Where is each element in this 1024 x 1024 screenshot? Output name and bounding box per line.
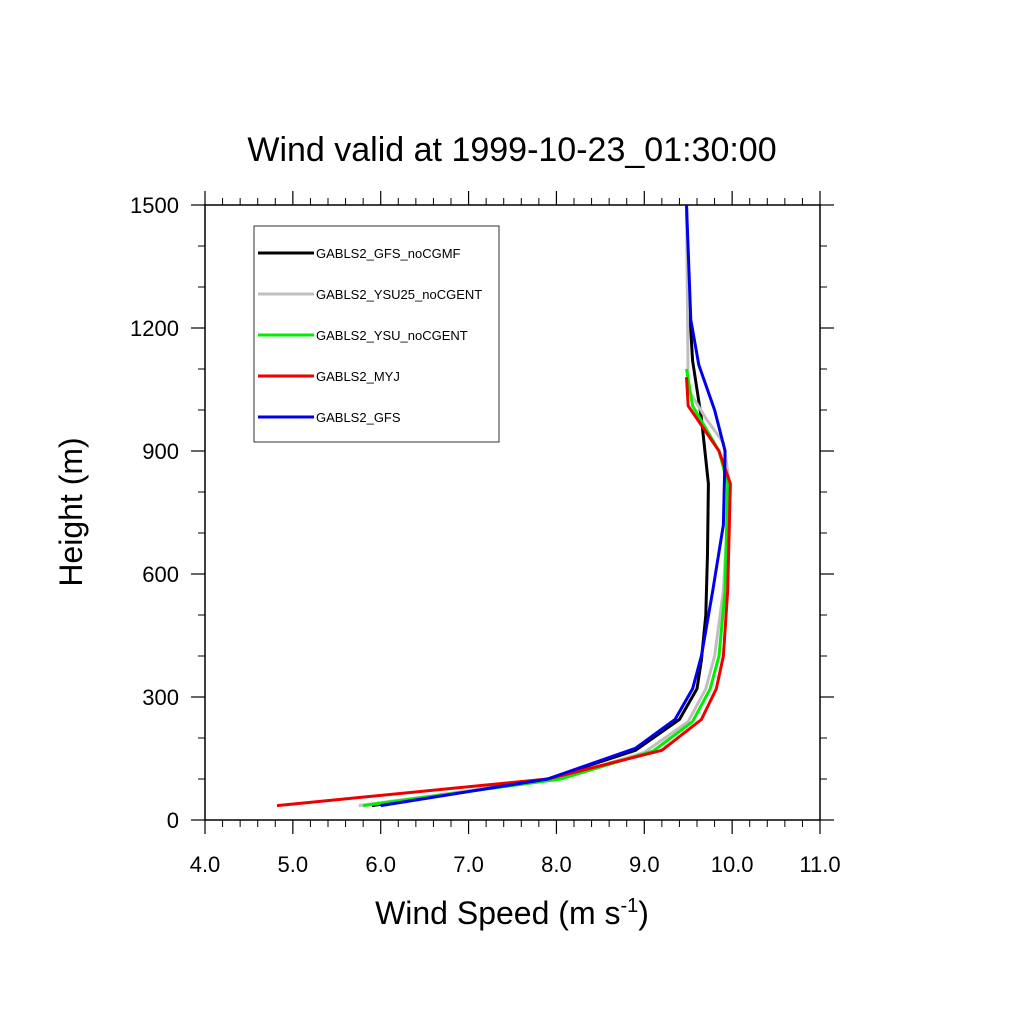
legend-label: GABLS2_YSU25_noCGENT [316,287,482,302]
series-line-gabls2-gfs [380,204,727,808]
plot-area [204,204,821,821]
y-tick-labels: 0 300 600 900 1200 1500 [130,193,179,833]
series-line-gabls2-myj [276,377,732,808]
legend: GABLS2_GFS_noCGMF GABLS2_YSU25_noCGENT GAB… [253,225,500,443]
x-tick-label: 7.0 [453,852,484,877]
y-axis-label: Height (m) [53,437,89,586]
y-tick-label: 900 [142,439,179,464]
x-tick-label: 4.0 [190,852,221,877]
y-tick-label: 0 [167,808,179,833]
legend-label: GABLS2_MYJ [316,369,400,384]
x-tick-label: 8.0 [541,852,572,877]
y-tick-label: 1200 [130,316,179,341]
y-tick-label: 300 [142,685,179,710]
legend-label: GABLS2_GFS [316,410,401,425]
series-lines [276,204,732,808]
x-axis-label: Wind Speed (m s-1) [375,895,649,931]
plot-frame [204,204,821,821]
x-tick-labels: 4.0 5.0 6.0 7.0 8.0 9.0 10.0 11.0 [190,852,841,877]
x-tick-label: 9.0 [629,852,660,877]
x-tick-label: 6.0 [365,852,396,877]
x-tick-label: 10.0 [711,852,754,877]
x-tick-label: 5.0 [278,852,309,877]
chart-title: Wind valid at 1999-10-23_01:30:00 [247,131,776,169]
y-tick-label: 600 [142,562,179,587]
major-ticks [191,191,834,834]
legend-label: GABLS2_GFS_noCGMF [316,246,461,261]
legend-label: GABLS2_YSU_noCGENT [316,328,468,343]
x-tick-label: 11.0 [799,852,840,877]
series-line-gabls2-gfs-nocgmf [371,204,710,808]
y-tick-label: 1500 [130,193,179,218]
minor-ticks [198,198,827,827]
